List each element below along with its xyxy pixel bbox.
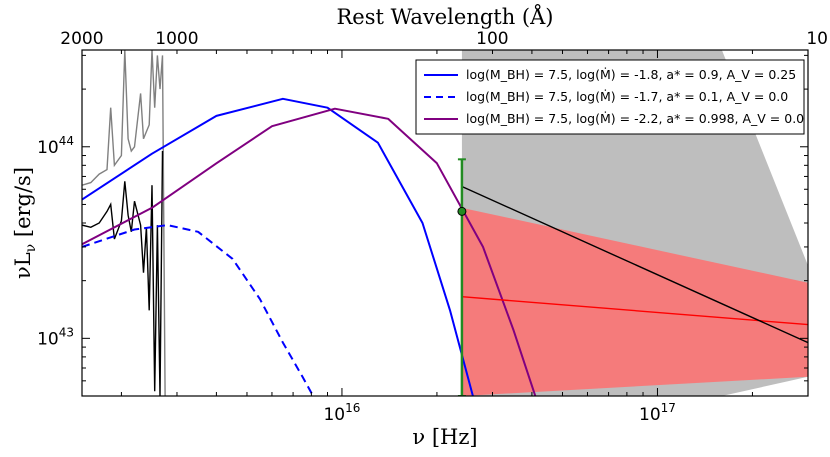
- top-axis-label: Rest Wavelength (Å): [336, 4, 553, 29]
- legend-label: log(M_BH) = 7.5, log(Ṁ) = -1.7, a* = 0.1…: [466, 89, 788, 104]
- y-axis-label: νLν [erg/s]: [11, 167, 39, 279]
- plot-area: [82, 50, 808, 396]
- spectrum-1: [82, 150, 164, 396]
- top-tick-label: 10: [806, 29, 828, 49]
- top-tick-label: 2000: [60, 29, 103, 49]
- series-line-1: [82, 224, 314, 396]
- series-line-0: [82, 97, 474, 396]
- x-tick-label: 1016: [323, 401, 360, 425]
- data-point: [457, 206, 467, 216]
- series-line-4: [461, 185, 808, 344]
- x-axis-label: ν [Hz]: [412, 425, 477, 449]
- series-line-3: [461, 296, 808, 326]
- spectrum-0: [82, 50, 166, 396]
- legend-box: [415, 59, 805, 135]
- legend-label: log(M_BH) = 7.5, log(Ṁ) = -2.2, a* = 0.9…: [466, 111, 804, 126]
- y-tick-label: 1044: [37, 134, 74, 158]
- x-tick-label: 1017: [639, 401, 676, 425]
- confidence-band-1: [461, 207, 808, 396]
- legend-label: log(M_BH) = 7.5, log(Ṁ) = -1.8, a* = 0.9…: [466, 67, 796, 82]
- legend: log(M_BH) = 7.5, log(Ṁ) = -1.8, a* = 0.9…: [415, 59, 805, 135]
- top-tick-label: 100: [476, 29, 508, 49]
- y-tick-label: 1043: [37, 325, 74, 349]
- axes: 1016 1017 1043 1044 2000 1000 100 10: [37, 29, 828, 425]
- series-line-2: [82, 107, 537, 396]
- top-tick-label: 1000: [155, 29, 198, 49]
